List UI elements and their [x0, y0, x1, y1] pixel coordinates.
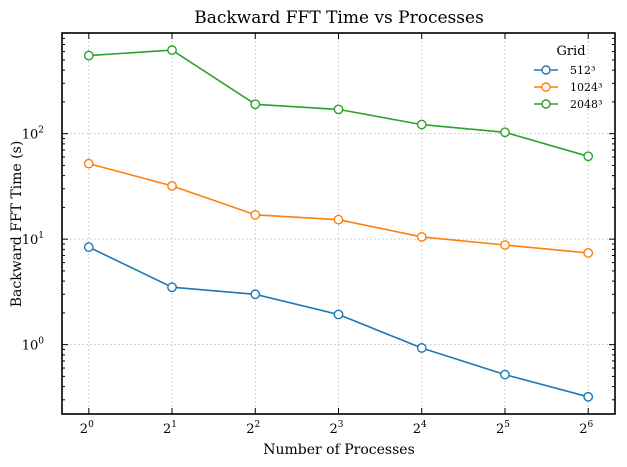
data-point: [333, 309, 344, 320]
data-point: [250, 289, 261, 300]
x-axis-label: Number of Processes: [263, 442, 415, 458]
x-tick-label: 21: [163, 420, 177, 437]
data-point: [83, 158, 94, 169]
x-tick-label: 20: [80, 420, 94, 437]
legend-label: 1024³: [570, 81, 602, 94]
data-point: [250, 209, 261, 220]
axes: 20 21 22 23 24 25 26 100 101 102: [22, 32, 616, 437]
data-point: [500, 369, 510, 380]
legend-label: 2048³: [570, 98, 602, 111]
data-point: [83, 50, 94, 61]
x-tick-label: 24: [413, 420, 427, 437]
data-point: [500, 240, 510, 250]
data-point: [416, 343, 427, 353]
x-tick-label: 23: [329, 420, 343, 437]
data-point: [167, 282, 177, 293]
data-point: [583, 391, 594, 402]
data-point: [416, 232, 427, 242]
data-point: [333, 104, 344, 115]
y-axis-label: Backward FFT Time (s): [9, 141, 25, 308]
x-tick-label: 25: [496, 420, 510, 437]
data-point: [583, 151, 594, 162]
chart-title: Backward FFT Time vs Processes: [194, 8, 484, 28]
legend-swatch-marker: [541, 99, 551, 109]
data-point: [167, 45, 177, 55]
data-point: [416, 119, 427, 130]
y-tick-label: 102: [22, 126, 44, 143]
x-tick-label: 22: [246, 420, 260, 437]
x-tick-label: 26: [579, 420, 593, 437]
legend-swatch-marker: [541, 82, 551, 92]
grid-lines: [62, 33, 615, 414]
data-point: [583, 248, 594, 258]
data-point: [500, 127, 510, 138]
legend: Grid 512³ 1024³ 2048³: [534, 44, 602, 111]
y-tick-label: 101: [22, 231, 44, 248]
y-tick-label: 100: [22, 337, 45, 354]
data-point: [250, 99, 261, 110]
series-layer: [83, 45, 594, 402]
data-point: [83, 242, 94, 253]
data-point: [333, 214, 344, 225]
legend-title: Grid: [556, 44, 585, 59]
legend-swatch-marker: [541, 65, 551, 75]
data-point: [167, 180, 177, 191]
legend-label: 512³: [570, 64, 595, 77]
